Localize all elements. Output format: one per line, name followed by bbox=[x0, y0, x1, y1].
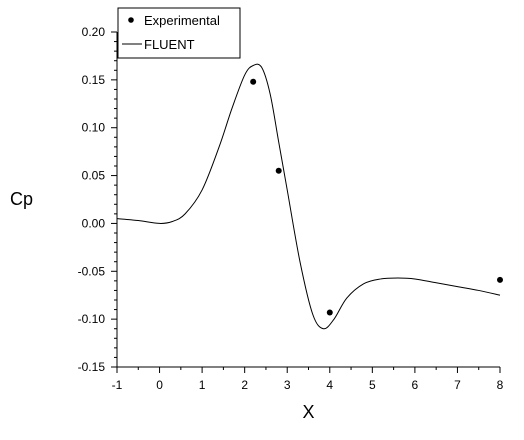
experimental-point bbox=[275, 167, 282, 174]
experimental-point bbox=[326, 309, 333, 316]
x-tick-label: 4 bbox=[326, 378, 333, 392]
y-axis-title: Cp bbox=[10, 189, 33, 209]
y-tick-label: 0.15 bbox=[82, 73, 106, 87]
x-tick-label: 5 bbox=[369, 378, 376, 392]
legend-experimental-label: Experimental bbox=[144, 13, 220, 28]
fluent-series-line bbox=[116, 63, 501, 330]
y-tick-label: 0.20 bbox=[82, 25, 106, 39]
y-tick-label: -0.10 bbox=[78, 312, 106, 326]
x-axis-title: X bbox=[302, 402, 314, 422]
x-tick-label: 2 bbox=[241, 378, 248, 392]
experimental-point bbox=[250, 78, 257, 85]
axis-ticks: -1 0 1 2 3 4 5 6 7 8 -0.15 -0.10 -0.05 0.00 0.05 0.10 0.… bbox=[78, 25, 504, 392]
plot-area bbox=[116, 63, 503, 330]
x-tick-label: 8 bbox=[497, 378, 504, 392]
y-tick-label: 0.10 bbox=[82, 121, 106, 135]
axes bbox=[116, 32, 500, 368]
x-tick-label: 3 bbox=[284, 378, 291, 392]
experimental-point bbox=[497, 276, 503, 283]
x-tick-label: -1 bbox=[112, 378, 123, 392]
y-tick-label: -0.05 bbox=[78, 264, 106, 278]
x-tick-label: 7 bbox=[454, 378, 461, 392]
legend-fluent-label: FLUENT bbox=[144, 37, 195, 52]
x-tick-label: 0 bbox=[156, 378, 163, 392]
x-tick-label: 6 bbox=[412, 378, 419, 392]
y-tick-label: -0.15 bbox=[78, 360, 106, 374]
y-tick-label: 0.05 bbox=[82, 169, 106, 183]
x-tick-label: 1 bbox=[199, 378, 206, 392]
y-tick-label: 0.00 bbox=[82, 216, 106, 230]
legend-box bbox=[117, 7, 241, 59]
legend-experimental-marker bbox=[128, 17, 134, 23]
legend: Experimental FLUENT bbox=[117, 7, 241, 59]
